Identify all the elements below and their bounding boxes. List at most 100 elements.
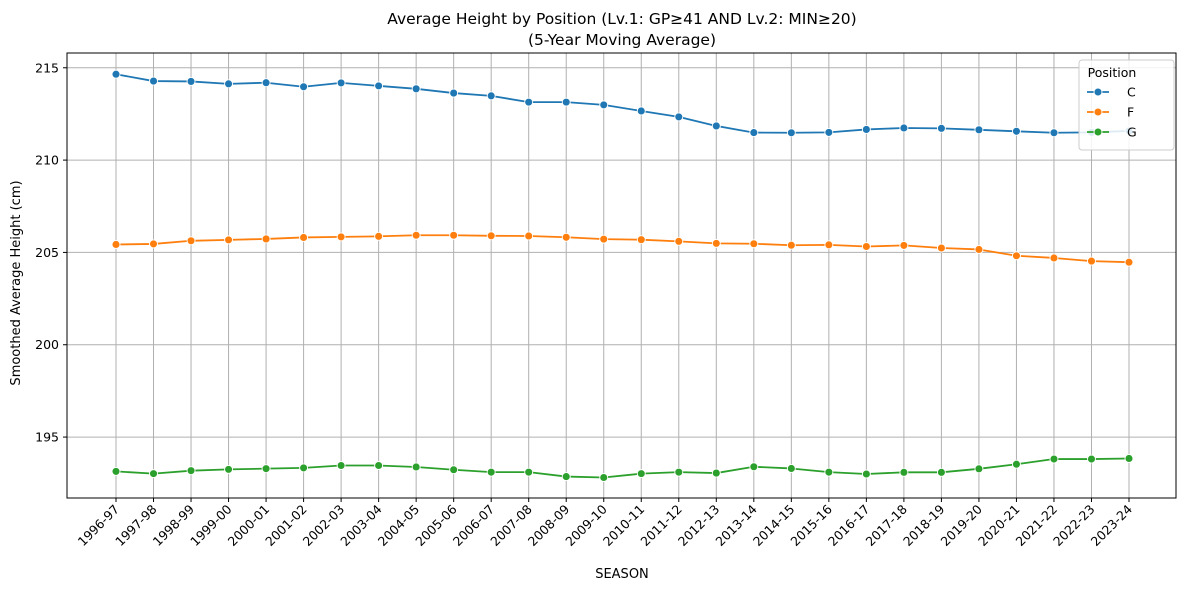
data-point-g [299,463,309,473]
data-point-g [449,465,459,475]
data-point-c [636,106,646,116]
data-point-c [711,121,721,131]
data-point-f [1049,253,1059,263]
data-point-g [111,466,121,476]
data-point-g [711,468,721,478]
data-point-f [524,231,534,241]
axes: 1996-971997-981998-991999-002000-012001-… [35,60,1135,549]
data-point-g [1124,454,1134,463]
data-point-g [374,461,384,470]
data-point-f [636,235,646,245]
y-tick-label: 205 [35,245,59,260]
legend-label-f: F [1127,105,1134,120]
data-point-g [224,464,234,474]
chart-title-line1: Average Height by Position (Lv.1: GP≥41 … [387,10,856,28]
data-point-c [674,112,684,122]
x-axis-label: SEASON [595,567,649,582]
data-point-c [374,81,384,91]
data-point-c [1011,126,1021,136]
data-point-g [824,467,834,477]
data-point-f [824,240,834,250]
grid-lines [67,53,1176,498]
data-point-c [561,97,571,107]
data-point-f [486,231,496,241]
data-point-f [336,232,346,242]
data-point-g [899,467,909,477]
data-point-c [974,125,984,135]
plot-area-border [66,52,1177,499]
legend-marker-f [1093,107,1103,117]
data-point-c [936,123,946,133]
data-point-c [111,69,121,79]
chart-title-line2: (5-Year Moving Average) [528,31,716,49]
y-tick-label: 200 [35,337,59,352]
data-point-g [636,469,646,479]
data-point-g [149,469,158,479]
data-series [111,69,1134,482]
legend-title: Position [1088,65,1137,80]
data-point-c [899,123,909,133]
data-point-c [749,128,759,138]
data-point-f [861,242,871,251]
data-point-c [336,78,346,88]
data-point-g [861,469,871,479]
data-point-g [561,472,571,482]
data-point-f [411,230,421,240]
legend-marker-g [1093,127,1103,137]
data-point-g [936,467,946,477]
data-point-f [261,234,271,244]
data-point-f [561,232,571,242]
legend-label-c: C [1127,85,1136,100]
data-point-g [261,464,271,474]
data-point-f [974,245,984,254]
data-point-g [974,464,984,474]
y-tick-label: 215 [35,60,59,75]
data-point-c [786,128,796,138]
series-line-f [115,234,1130,264]
data-point-g [411,462,421,472]
data-point-f [1011,251,1021,261]
data-point-c [599,100,609,110]
data-point-f [111,240,121,249]
data-point-f [149,239,158,249]
y-tick-label: 210 [35,153,59,168]
data-point-c [186,76,196,86]
data-point-g [1049,454,1059,464]
data-point-g [524,467,534,477]
y-axis-label: Smoothed Average Height (cm) [9,180,24,385]
data-point-f [786,240,796,250]
data-point-f [449,230,459,240]
data-point-g [486,467,496,477]
data-point-g [336,461,346,470]
data-point-c [149,76,158,86]
data-point-f [299,233,309,242]
x-tick-label: 2023-24 [1088,501,1136,549]
data-point-g [786,464,796,473]
series-line-g [115,457,1130,479]
data-point-f [186,236,196,246]
data-point-g [1087,454,1096,464]
data-point-c [224,79,234,89]
data-point-c [861,124,871,134]
data-point-g [1011,459,1021,469]
data-point-c [299,82,309,92]
data-point-f [749,239,759,249]
data-point-f [711,238,721,248]
legend: Position CFG [1078,59,1175,151]
data-point-c [449,88,459,98]
data-point-g [599,473,609,482]
data-point-f [374,231,384,241]
data-point-f [674,236,684,246]
data-point-c [824,127,834,137]
data-point-g [749,462,759,472]
data-point-g [674,467,684,477]
data-point-f [1124,257,1134,267]
legend-marker-c [1093,87,1103,97]
data-point-c [1049,128,1059,138]
data-point-c [486,91,496,101]
plot-frame [66,52,1177,499]
data-point-f [224,235,234,245]
data-point-c [524,97,534,107]
legend-box [1078,59,1175,151]
